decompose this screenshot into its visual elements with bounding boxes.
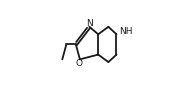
Text: O: O: [75, 59, 82, 68]
Text: N: N: [86, 19, 93, 28]
Text: NH: NH: [119, 27, 133, 36]
